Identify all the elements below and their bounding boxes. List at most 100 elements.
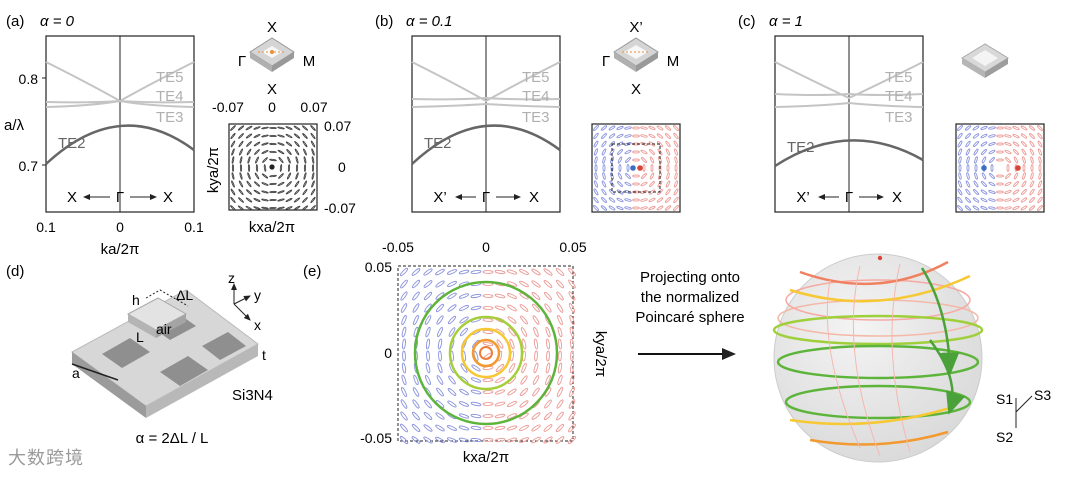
unit-cell-icon-c	[961, 43, 1009, 78]
polarization-glyph	[253, 133, 261, 139]
polarization-glyph	[642, 164, 646, 172]
polarization-glyph	[239, 156, 243, 164]
polarization-glyph	[470, 413, 482, 419]
polarization-glyph	[294, 189, 300, 195]
polarization-glyph	[1004, 134, 1012, 138]
polarization-glyph	[996, 126, 1004, 130]
polarization-glyph	[973, 180, 979, 188]
label-te4-c: TE4	[885, 88, 913, 105]
polarization-glyph	[568, 411, 576, 421]
polarization-glyph	[401, 362, 407, 374]
polarization-glyph	[545, 374, 551, 386]
polarization-glyph	[617, 181, 623, 187]
polarization-glyph	[507, 400, 517, 408]
polarization-glyph	[665, 197, 671, 203]
polarization-glyph	[482, 294, 494, 298]
polarization-glyph	[411, 279, 421, 289]
polarization-glyph	[277, 190, 285, 194]
polarization-glyph	[673, 180, 679, 188]
watermark: 大数跨境	[8, 448, 84, 469]
polarization-glyph	[624, 126, 632, 130]
xtick-center: 0	[116, 219, 124, 235]
polarization-glyph	[1004, 142, 1012, 146]
polarization-glyph	[1013, 156, 1019, 164]
polarization-glyph	[555, 423, 565, 433]
polarization-glyph	[402, 338, 406, 350]
polarization-glyph	[632, 174, 640, 178]
polarization-glyph	[966, 164, 970, 172]
polarization-glyph	[269, 174, 277, 178]
polarization-glyph	[957, 148, 963, 156]
polarization-glyph	[558, 338, 562, 350]
e-y-axis-label: kya/2π	[592, 331, 609, 377]
polarization-glyph	[981, 181, 987, 187]
polarization-glyph	[303, 148, 307, 156]
polarization-glyph	[269, 206, 277, 210]
polarization-glyph	[287, 156, 291, 164]
polarization-glyph	[649, 181, 655, 187]
panel-a-label: (a)	[6, 13, 24, 30]
polarization-glyph	[965, 197, 971, 203]
polarization-glyph	[1037, 132, 1043, 140]
polarization-glyph	[616, 133, 624, 139]
polarization-glyph	[616, 125, 624, 131]
ky-tick-pos: 0.07	[324, 118, 351, 134]
polarization-glyph	[400, 303, 408, 313]
stokes-s3: S3	[1034, 387, 1051, 403]
polarization-glyph	[632, 126, 640, 130]
polarization-glyph	[980, 125, 988, 131]
polarization-glyph	[556, 303, 564, 313]
polarization-glyph	[996, 134, 1004, 138]
polarization-glyph	[674, 156, 678, 164]
polarization-glyph	[447, 292, 457, 300]
polarization-glyph	[237, 125, 245, 131]
label-te4: TE4	[156, 88, 184, 105]
polarization-glyph	[507, 388, 517, 396]
polarization-glyph	[311, 164, 315, 172]
panel-a-alpha: α = 0	[40, 13, 75, 30]
stokes-s2: S2	[996, 429, 1013, 445]
polarization-glyph	[556, 387, 564, 397]
polarization-glyph	[988, 206, 996, 210]
bz-left: Γ	[238, 53, 246, 70]
polarization-glyph	[470, 438, 482, 442]
polarization-field-c	[957, 125, 1043, 211]
alpha-formula: α = 2ΔL / L	[136, 430, 209, 447]
polarization-glyph	[506, 281, 518, 287]
polarization-glyph	[988, 134, 996, 138]
panel-b-label: (b)	[375, 13, 393, 30]
polarization-glyph	[412, 387, 420, 397]
polarization-glyph	[673, 196, 679, 204]
polarization-glyph	[277, 134, 285, 138]
polarization-glyph	[624, 206, 632, 210]
polarization-glyph	[494, 305, 506, 311]
polarization-glyph	[1021, 141, 1027, 147]
polarization-glyph	[261, 150, 269, 154]
polarization-glyph	[965, 140, 971, 148]
polarization-glyph	[448, 375, 456, 385]
polarization-glyph	[519, 304, 529, 312]
polarization-glyph	[230, 188, 236, 196]
polarization-glyph	[981, 156, 987, 164]
bz-top: X	[267, 19, 277, 36]
polarization-glyph	[957, 196, 963, 204]
polarization-glyph	[996, 182, 1004, 186]
polarization-glyph	[665, 148, 671, 156]
polarization-glyph	[435, 424, 445, 432]
polarization-glyph	[624, 198, 632, 202]
polarization-glyph	[593, 196, 599, 204]
polarization-glyph	[285, 206, 293, 210]
polarization-glyph	[601, 133, 607, 139]
polarization-glyph	[973, 148, 979, 156]
polarization-glyph	[649, 172, 655, 180]
polarization-glyph	[632, 182, 640, 186]
poincare-sphere	[773, 253, 983, 463]
polarization-glyph	[640, 134, 648, 138]
polarization-glyph	[568, 279, 576, 289]
polarization-glyph	[310, 188, 316, 196]
polarization-glyph	[569, 386, 575, 398]
polarization-glyph	[965, 188, 971, 196]
polarization-glyph	[253, 206, 261, 210]
bz-left-b: Γ	[602, 53, 610, 70]
polarization-glyph	[238, 148, 244, 156]
